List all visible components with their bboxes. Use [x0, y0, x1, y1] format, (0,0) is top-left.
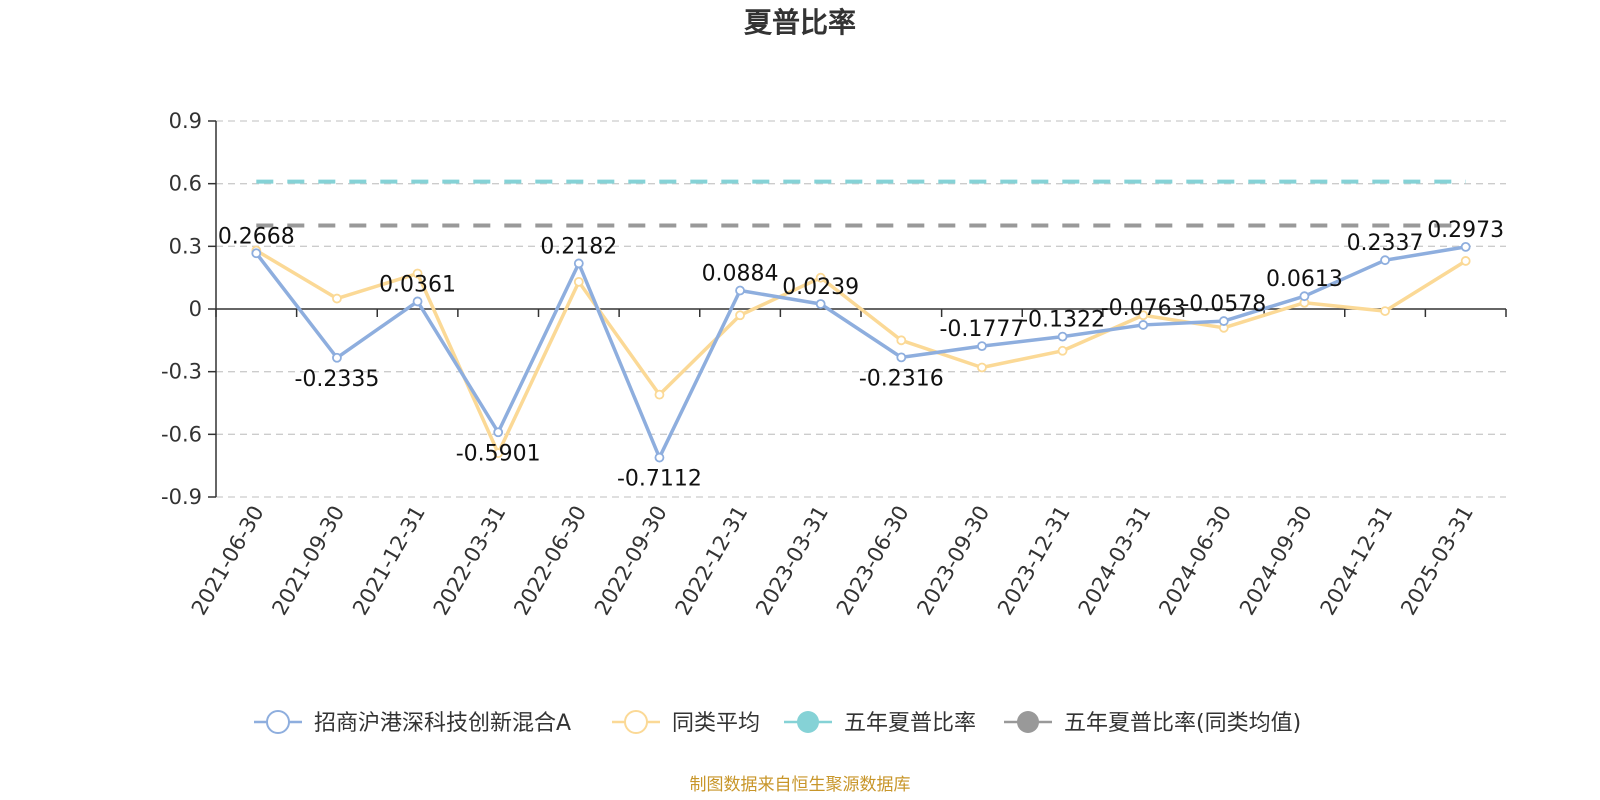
reference-lines [256, 179, 1466, 228]
data-label: 0.2182 [540, 234, 617, 259]
data-point [1460, 256, 1471, 266]
data-point [977, 341, 987, 352]
data-point [1138, 310, 1149, 321]
x-tick-label: 2022-09-30 [590, 502, 672, 620]
data-point [412, 296, 423, 307]
data-point [1218, 316, 1229, 326]
data-point [412, 268, 423, 279]
legend-label: 招商沪港深科技创新混合A [314, 711, 571, 736]
series-line-1 [255, 249, 1467, 455]
data-label: -0.7112 [617, 467, 702, 492]
data-point [332, 293, 342, 304]
data-point [896, 352, 907, 363]
legend: 招商沪港深科技创新混合A 同类平均 五年夏普比率 五年夏普比率(同类均值) [254, 710, 1301, 736]
data-label: 0.2668 [218, 224, 295, 249]
x-tick-label: 2024-09-30 [1235, 502, 1317, 620]
chart-title: 夏普比率 [744, 6, 856, 39]
x-tick-label: 2025-03-31 [1396, 502, 1478, 620]
y-tick-label: -0.3 [161, 360, 202, 384]
data-point [977, 362, 987, 373]
data-point [1299, 291, 1310, 302]
data-label: -0.5901 [456, 441, 541, 466]
data-label: -0.0578 [1181, 292, 1266, 317]
data-point [1057, 331, 1068, 342]
data-label: -0.1777 [939, 317, 1024, 342]
x-tick-label: 2022-06-30 [509, 502, 591, 620]
data-point [1380, 255, 1390, 266]
x-tick-label: 2021-12-31 [348, 502, 430, 620]
x-tick-label: 2023-09-30 [912, 502, 994, 620]
x-tick-label: 2024-03-31 [1074, 502, 1156, 620]
data-point [654, 389, 665, 400]
data-label: -0.2335 [294, 367, 379, 392]
data-point [251, 248, 262, 259]
data-point [493, 448, 504, 459]
legend-marker [797, 711, 819, 733]
legend-marker [1017, 711, 1039, 733]
data-point [573, 276, 584, 287]
y-tick-label: 0.9 [169, 109, 202, 133]
data-point [332, 352, 342, 363]
legend-marker [266, 710, 290, 734]
legend-label: 同类平均 [672, 711, 760, 736]
x-tick-label: 2024-12-31 [1316, 502, 1398, 620]
series-lines [251, 241, 1471, 463]
axes: 0.9 0.6 0.3 0 -0.3 -0.6 -0.92021-06-302021-09-… [161, 109, 1507, 620]
data-point [573, 258, 584, 269]
x-tick-label: 2021-06-30 [187, 502, 269, 620]
y-tick-label: 0.6 [169, 172, 202, 196]
y-tick-label: 0 [189, 297, 202, 321]
y-tick-label: 0.3 [169, 234, 202, 258]
data-label: -0.1322 [1020, 308, 1105, 333]
y-tick-label: -0.6 [161, 422, 202, 446]
x-tick-label: 2022-12-31 [671, 502, 753, 620]
data-point [654, 452, 665, 463]
x-tick-label: 2022-03-31 [429, 502, 511, 620]
gridlines [216, 120, 1506, 498]
x-tick-label: 2024-06-30 [1154, 502, 1236, 620]
data-label: -0.2316 [859, 366, 944, 391]
legend-label: 五年夏普比率(同类均值) [1064, 711, 1301, 736]
data-point [1138, 320, 1149, 330]
data-label: 0.2337 [1347, 231, 1424, 256]
legend-label: 五年夏普比率 [844, 711, 976, 736]
source-note: 制图数据来自恒生聚源数据库 [690, 775, 911, 795]
x-tick-label: 2021-09-30 [267, 502, 349, 620]
legend-marker [624, 710, 648, 734]
data-point [1057, 345, 1068, 356]
data-label: 0.0613 [1266, 267, 1343, 292]
data-point [815, 272, 826, 283]
data-point [493, 427, 504, 438]
x-tick-label: 2023-03-31 [751, 502, 833, 620]
x-tick-label: 2023-12-31 [993, 502, 1075, 620]
data-label: 0.0239 [782, 275, 859, 300]
x-tick-label: 2023-06-30 [832, 502, 914, 620]
data-point [896, 335, 907, 346]
data-label: -0.0763 [1101, 296, 1186, 321]
data-label: 0.0884 [702, 262, 779, 287]
data-label: 0.2973 [1427, 218, 1504, 243]
data-label: 0.0361 [379, 272, 456, 297]
data-point [815, 299, 826, 309]
data-point [735, 310, 745, 321]
series-line-0 [254, 245, 1466, 460]
data-labels: 0.2668 -0.2335 0.0361 -0.5901 0.2182 -0.7112 0… [218, 218, 1504, 492]
data-point [1460, 241, 1471, 252]
y-tick-label: -0.9 [161, 485, 202, 509]
data-point [1380, 306, 1390, 316]
data-point [735, 285, 745, 296]
